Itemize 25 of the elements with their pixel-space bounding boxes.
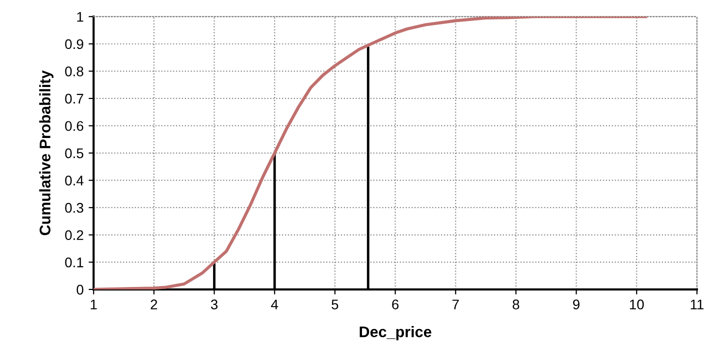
y-tick-label: 0.1 xyxy=(65,258,84,268)
x-tick-label: 9 xyxy=(573,300,580,310)
y-tick-label: 0 xyxy=(76,284,84,295)
x-tick-label: 1 xyxy=(90,300,97,310)
x-tick-label: 10 xyxy=(630,300,644,310)
x-tick-label: 8 xyxy=(512,300,520,310)
y-tick-label: 0.4 xyxy=(65,176,84,186)
y-axis-title: Cumulative Probability xyxy=(39,70,54,236)
x-tick-label: 6 xyxy=(392,300,399,310)
y-tick-label: 0.2 xyxy=(65,230,84,240)
x-tick-label: 2 xyxy=(150,300,158,310)
x-tick-label: 4 xyxy=(271,300,278,310)
x-axis-title: Dec_price xyxy=(360,326,432,340)
x-tick-label: 3 xyxy=(210,300,218,310)
x-tick-label: 5 xyxy=(332,300,338,310)
y-tick-label: 1 xyxy=(77,12,84,22)
y-tick-label: 0.5 xyxy=(65,148,84,158)
y-tick-label: 0.7 xyxy=(65,94,84,104)
x-tick-label: 7 xyxy=(452,300,459,310)
y-tick-label: 0.8 xyxy=(65,66,84,76)
x-tick-label: 11 xyxy=(690,300,704,310)
y-tick-label: 0.9 xyxy=(65,39,84,50)
line-series xyxy=(94,16,648,290)
y-tick-label: 0.6 xyxy=(65,121,84,131)
y-tick-label: 0.3 xyxy=(65,202,84,213)
